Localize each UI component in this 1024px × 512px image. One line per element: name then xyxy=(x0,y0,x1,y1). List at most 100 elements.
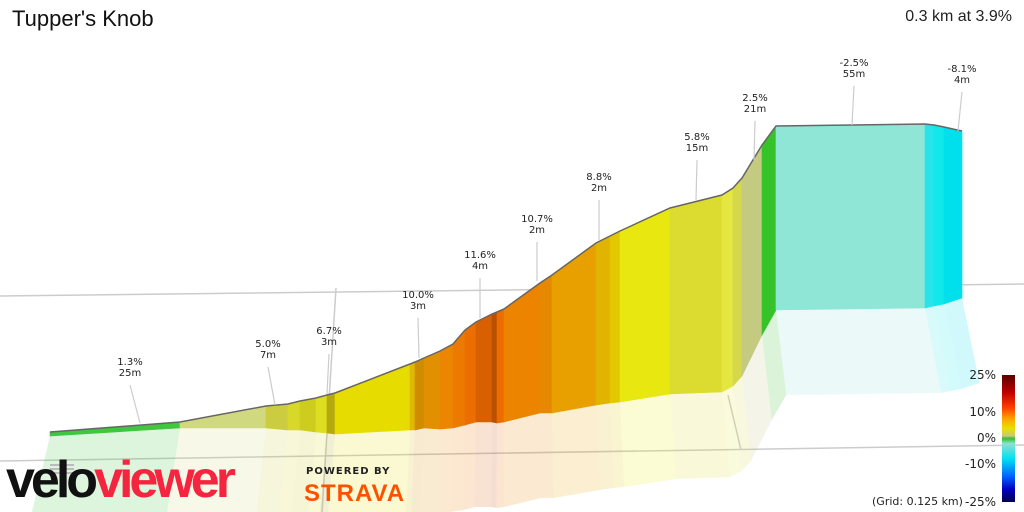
profile-base-segment xyxy=(596,403,614,490)
logo-velo-text: velo xyxy=(6,451,98,509)
profile-base-segment xyxy=(762,310,787,420)
legend-tick-label: -10% xyxy=(965,457,996,471)
annotation-grade: 11.6% xyxy=(464,250,496,261)
profile-segment xyxy=(539,274,553,414)
gradient-annotation: 10.7%2m xyxy=(521,214,553,281)
profile-base-shadow xyxy=(31,298,980,512)
annotation-leader-line xyxy=(267,366,276,406)
profile-base-segment xyxy=(406,430,415,512)
profile-segment xyxy=(475,313,493,423)
profile-base-segment xyxy=(291,430,316,512)
profile-segment xyxy=(464,321,477,426)
profile-segment xyxy=(669,194,723,395)
annotation-length: 25m xyxy=(119,368,141,379)
gradient-annotation: 5.0%7m xyxy=(255,339,281,406)
profile-segment xyxy=(609,230,621,404)
speed-lines-icon xyxy=(50,464,74,466)
strava-logo[interactable]: STRAVA xyxy=(304,480,406,507)
profile-segment xyxy=(732,177,743,387)
profile-base-segment xyxy=(776,308,942,395)
veloviewer-logo[interactable]: veloviewer xyxy=(6,452,296,508)
gradient-annotation: 8.8%2m xyxy=(586,172,612,240)
annotation-grade: 6.7% xyxy=(316,326,341,337)
legend-color-bar xyxy=(1002,375,1015,502)
profile-base-segment xyxy=(934,304,961,391)
profile-segment xyxy=(326,392,336,435)
segment-title: Tupper's Knob xyxy=(12,6,154,31)
profile-segment xyxy=(619,207,671,403)
annotation-length: 4m xyxy=(954,75,970,86)
annotation-grade: -2.5% xyxy=(839,58,868,69)
profile-base-segment xyxy=(722,386,742,477)
profile-segment xyxy=(503,282,541,423)
profile-base-segment xyxy=(670,392,731,479)
annotation-leader-line xyxy=(129,384,141,424)
profile-base-segment xyxy=(31,428,180,512)
profile-base-segment xyxy=(540,413,554,498)
gradient-annotation: 11.6%4m xyxy=(464,250,496,318)
annotation-length: 2m xyxy=(591,183,607,194)
profile-segment xyxy=(721,187,734,393)
profile-segment xyxy=(595,235,611,406)
annotation-grade: 10.0% xyxy=(402,290,434,301)
profile-segment xyxy=(315,394,328,434)
gradient-annotation: 5.8%15m xyxy=(684,132,710,201)
gradient-annotation: 2.5%21m xyxy=(742,93,768,161)
profile-base-segment xyxy=(620,394,677,487)
logo-viewer-text: viewer xyxy=(94,451,236,509)
annotation-grade: 10.7% xyxy=(521,214,553,225)
profile-segment xyxy=(496,308,505,424)
profile-base-segment xyxy=(742,335,772,461)
annotation-length: 55m xyxy=(843,69,865,80)
profile-base-segment xyxy=(450,425,465,512)
profile-base-segment xyxy=(925,306,951,393)
annotation-length: 3m xyxy=(410,301,426,312)
profile-base-segment xyxy=(279,430,300,512)
profile-base-segment xyxy=(437,428,453,512)
annotation-leader-line xyxy=(851,85,855,126)
profile-base-segment xyxy=(411,428,424,512)
profile-segment xyxy=(551,242,597,414)
annotation-length: 4m xyxy=(472,261,488,272)
profile-base-segment xyxy=(496,422,504,508)
gradient-annotation: 10.0%3m xyxy=(402,290,434,359)
annotation-grade: 5.8% xyxy=(684,132,709,143)
profile-base-segment xyxy=(491,422,497,508)
annotation-leader-line xyxy=(695,159,698,201)
profile-segment xyxy=(491,311,498,424)
profile-base-segment xyxy=(328,430,410,512)
annotation-length: 21m xyxy=(744,104,766,115)
profile-base-segment xyxy=(944,298,980,389)
grid-scale-note: (Grid: 0.125 km) xyxy=(872,495,963,508)
profile-base-segment xyxy=(503,413,542,507)
profile-segments xyxy=(49,123,963,437)
annotation-leader-line xyxy=(957,91,963,132)
annotation-grade: -8.1% xyxy=(947,64,976,75)
profile-segment xyxy=(943,126,963,305)
legend-tick-labels: 25% 10% 0% -10% -25% xyxy=(965,368,996,509)
annotation-length: 7m xyxy=(260,350,276,361)
annotation-grade: 1.3% xyxy=(117,357,142,368)
profile-segment xyxy=(287,400,301,431)
profile-base-segment xyxy=(308,432,327,512)
annotation-length: 15m xyxy=(686,143,708,154)
profile-base-segment xyxy=(610,402,625,488)
profile-segment xyxy=(439,343,454,430)
annotation-grade: 8.8% xyxy=(586,172,611,183)
gradient-annotation: -8.1%4m xyxy=(947,64,977,132)
profile-segment xyxy=(775,123,926,311)
annotation-leader-line xyxy=(753,120,756,161)
profile-segment xyxy=(179,405,267,429)
profile-segment xyxy=(452,329,466,429)
profile-segment xyxy=(409,361,416,431)
gradient-annotation: -2.5%55m xyxy=(839,58,869,126)
profile-segment xyxy=(933,124,945,307)
annotation-leader-line xyxy=(417,317,420,359)
legend-tick-label: 25% xyxy=(969,368,996,382)
gradient-annotations: 1.3%25m5.0%7m6.7%3m10.0%3m11.6%4m10.7%2m… xyxy=(117,58,977,424)
annotation-length: 2m xyxy=(529,225,545,236)
profile-base-segment xyxy=(733,376,751,471)
segment-summary: 0.3 km at 3.9% xyxy=(905,8,1012,25)
profile-base-segment xyxy=(420,428,440,512)
